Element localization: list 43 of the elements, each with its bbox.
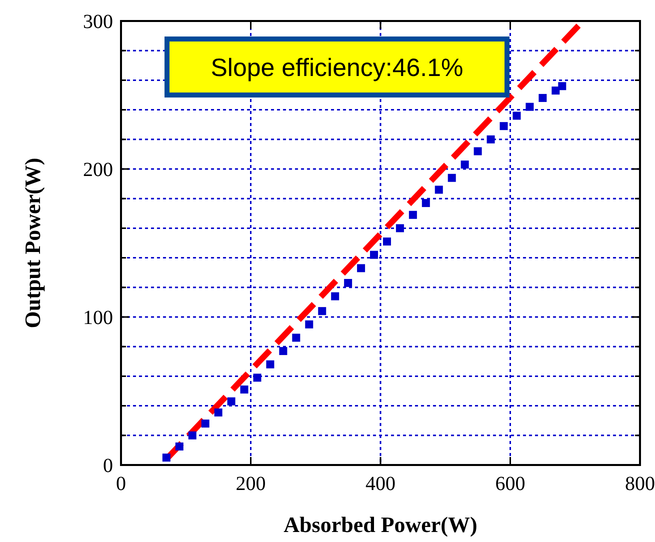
- point: [382, 238, 391, 246]
- y-tick-label: 200: [83, 159, 113, 181]
- x-tick-label: 400: [366, 473, 396, 495]
- point: [266, 360, 274, 368]
- point: [344, 278, 352, 287]
- point: [558, 82, 566, 90]
- point: [460, 160, 469, 169]
- point: [240, 386, 248, 394]
- x-axis-title: Absorbed Power(W): [284, 512, 478, 537]
- point: [396, 224, 404, 232]
- point: [422, 199, 430, 208]
- point: [188, 431, 196, 440]
- point: [538, 94, 547, 102]
- point: [500, 122, 508, 130]
- point: [474, 147, 482, 156]
- point: [512, 112, 521, 120]
- point: [162, 454, 170, 462]
- point: [526, 102, 534, 111]
- point: [448, 174, 456, 182]
- y-tick-label: 0: [103, 455, 113, 477]
- point: [305, 320, 314, 328]
- x-tick-label: 600: [495, 473, 526, 495]
- point: [175, 442, 184, 450]
- point: [227, 397, 236, 406]
- point: [201, 420, 210, 428]
- point: [486, 135, 495, 144]
- y-tick-label: 300: [83, 11, 113, 33]
- point: [434, 186, 443, 194]
- point: [279, 347, 288, 356]
- point: [408, 210, 417, 219]
- x-tick-label: 200: [236, 473, 266, 495]
- point: [253, 374, 262, 382]
- point: [370, 250, 378, 259]
- point: [331, 292, 340, 300]
- point: [357, 264, 366, 272]
- y-tick-label: 100: [83, 307, 113, 329]
- y-axis-title: Output Power(W): [20, 158, 45, 328]
- x-tick-label: 800: [625, 473, 655, 495]
- annotation: Slope efficiency:46.1%: [210, 54, 464, 82]
- point: [214, 408, 222, 416]
- point: [552, 86, 560, 95]
- point: [292, 334, 300, 342]
- point: [318, 307, 326, 316]
